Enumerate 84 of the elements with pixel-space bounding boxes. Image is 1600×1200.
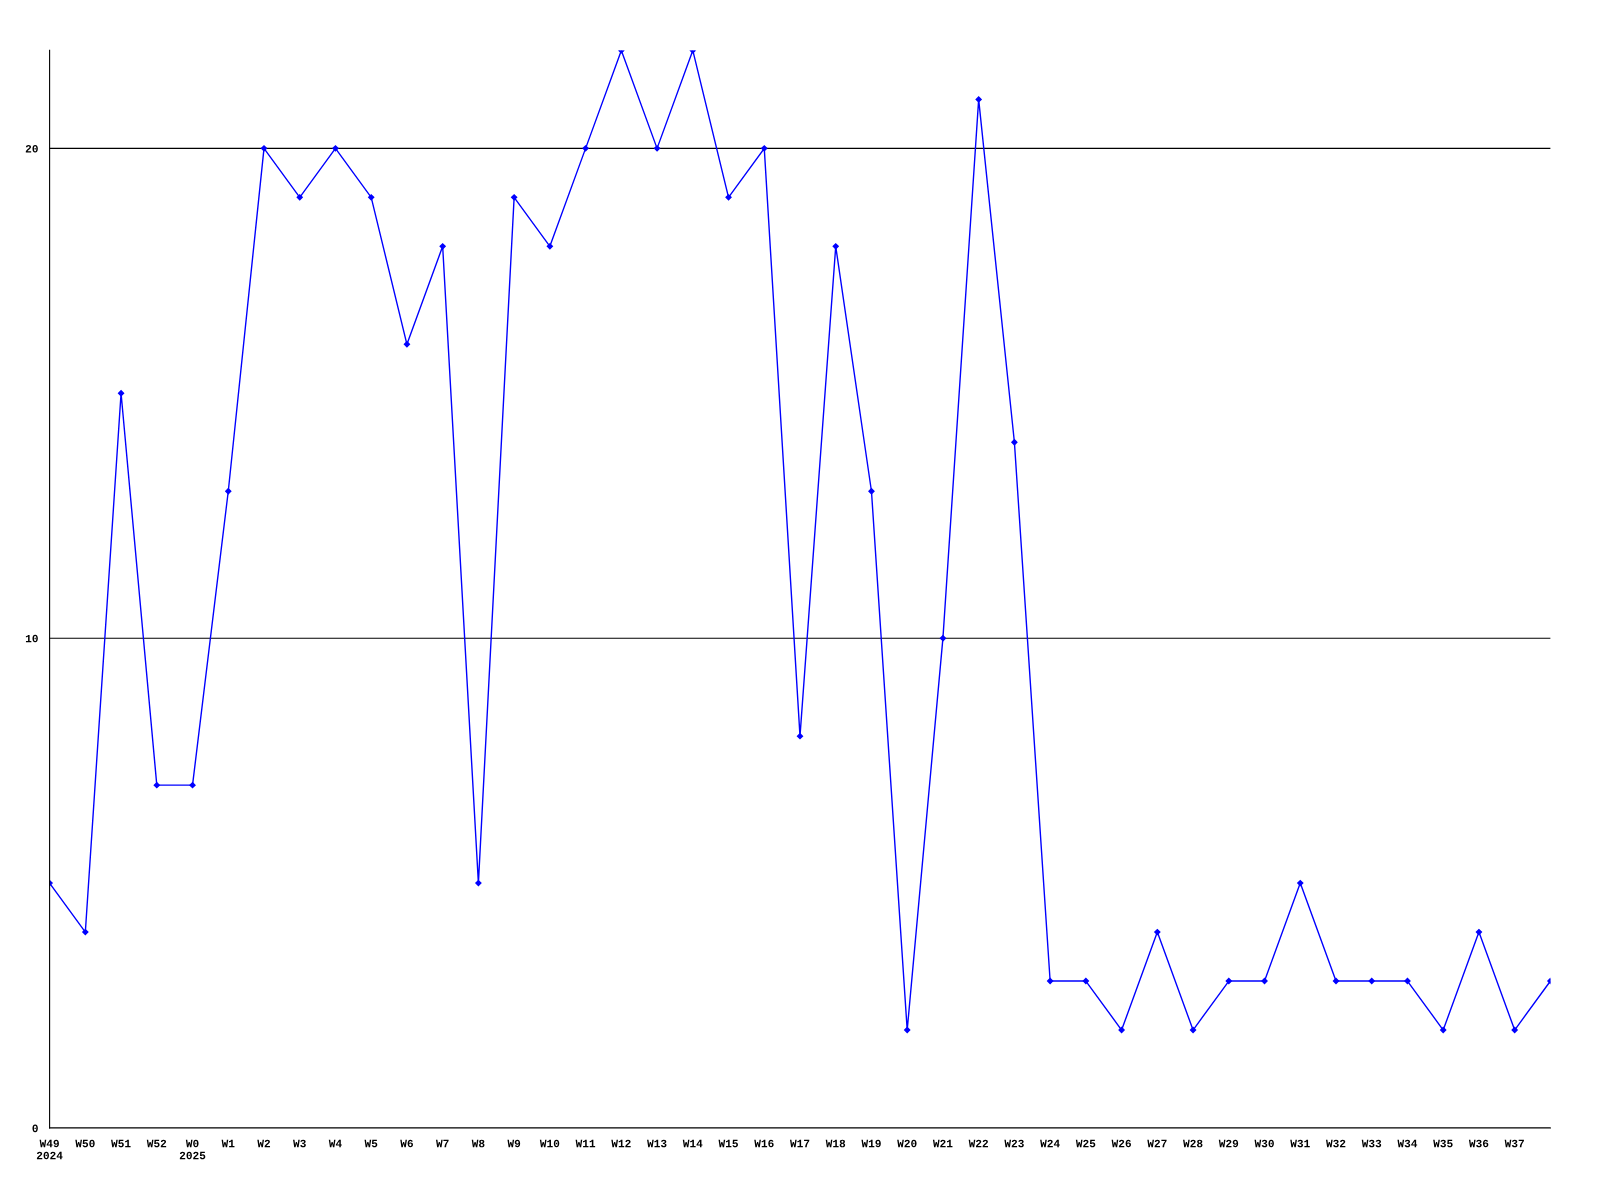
x-tick-label: W29 (1218, 1139, 1239, 1148)
point (1404, 977, 1411, 985)
point (904, 1026, 911, 1034)
x-tick-label: W3 (293, 1139, 306, 1148)
x-tick-label: W34 (1397, 1139, 1418, 1148)
point (296, 194, 303, 201)
point (725, 194, 732, 201)
y-tick-label: 10 (25, 634, 38, 643)
x-tick-label: W30 (1254, 1139, 1274, 1148)
point (1511, 1026, 1518, 1034)
point (1297, 879, 1304, 887)
x-tick-label: W15 (718, 1139, 738, 1148)
x-tick-label: W35 (1433, 1139, 1453, 1148)
point (1046, 977, 1054, 985)
x-tick-label: W31 (1290, 1139, 1310, 1148)
y-tick-label: 20 (25, 144, 38, 153)
point (475, 879, 482, 887)
point (1225, 977, 1232, 985)
x-tick-label: W37 (1504, 1139, 1524, 1148)
point (761, 145, 768, 152)
point (546, 243, 554, 250)
x-tick-label: W16 (754, 1139, 774, 1148)
point (260, 145, 268, 152)
x-tick-label: W0 2025 (179, 1139, 206, 1160)
point (1261, 977, 1268, 985)
x-tick-label: W18 (825, 1139, 846, 1148)
point (1154, 928, 1161, 936)
x-tick-label: W9 (507, 1139, 521, 1148)
x-tick-label: W4 (328, 1139, 342, 1148)
point (832, 243, 839, 250)
point (1332, 977, 1340, 985)
x-tick-label: W12 (611, 1139, 631, 1148)
x-tick-label: W19 (861, 1139, 881, 1148)
x-tick-label: W6 (400, 1139, 413, 1148)
point (189, 781, 196, 789)
point (582, 145, 589, 152)
x-tick-label: W32 (1326, 1139, 1346, 1148)
x-tick-label: W28 (1183, 1139, 1203, 1148)
x-tick-label: W20 (897, 1139, 917, 1148)
x-tick-label: W11 (575, 1139, 596, 1148)
point (1440, 1026, 1447, 1034)
x-tick-label: W49 2024 (36, 1139, 63, 1160)
x-tick-label: W51 (111, 1139, 131, 1148)
point (1082, 977, 1090, 985)
point (332, 145, 339, 152)
point (510, 194, 518, 201)
point (1475, 928, 1483, 936)
point (653, 145, 661, 152)
point (796, 732, 804, 740)
point (117, 390, 125, 397)
x-tick-label: W23 (1004, 1139, 1024, 1148)
point (82, 928, 89, 936)
point (1189, 1026, 1197, 1034)
point (1118, 1026, 1125, 1034)
point (368, 194, 375, 201)
x-tick-label: W25 (1075, 1139, 1096, 1148)
x-tick-label: W10 (539, 1139, 560, 1148)
point (439, 243, 446, 250)
x-tick-label: W17 (790, 1139, 810, 1148)
point (403, 341, 411, 348)
x-tick-label: W24 (1040, 1139, 1060, 1148)
x-tick-label: W22 (968, 1139, 989, 1148)
point (939, 635, 947, 642)
x-tick-label: W33 (1361, 1139, 1382, 1148)
x-tick-label: W21 (932, 1139, 953, 1148)
point (1368, 977, 1375, 985)
x-tick-label: W26 (1111, 1139, 1131, 1148)
x-tick-label: W5 (364, 1139, 378, 1148)
x-tick-label: W36 (1468, 1139, 1489, 1148)
x-tick-label: W2 (257, 1139, 271, 1148)
point (868, 488, 875, 495)
point (153, 781, 160, 789)
y-tick-label: 0 (32, 1124, 38, 1133)
x-tick-label: W8 (471, 1139, 485, 1148)
x-tick-label: W52 (146, 1139, 167, 1148)
x-tick-label: W13 (647, 1139, 667, 1148)
x-tick-label: W50 (75, 1139, 95, 1148)
x-tick-label: W27 (1147, 1139, 1167, 1148)
point (225, 488, 232, 495)
x-tick-label: W14 (682, 1139, 703, 1148)
x-tick-label: W7 (436, 1139, 449, 1148)
point (1011, 439, 1018, 446)
point (975, 96, 982, 103)
x-tick-label: W1 (221, 1139, 235, 1148)
